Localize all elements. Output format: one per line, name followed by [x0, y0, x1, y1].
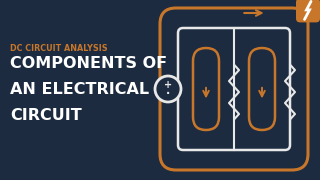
- FancyBboxPatch shape: [296, 0, 320, 22]
- FancyBboxPatch shape: [178, 28, 290, 150]
- Circle shape: [155, 76, 181, 102]
- Text: +: +: [164, 80, 172, 90]
- Text: COMPONENTS OF: COMPONENTS OF: [10, 56, 167, 71]
- Text: CIRCUIT: CIRCUIT: [10, 108, 82, 123]
- Text: ·: ·: [165, 84, 171, 104]
- Text: DC CIRCUIT ANALYSIS: DC CIRCUIT ANALYSIS: [10, 44, 108, 53]
- Text: AN ELECTRICAL: AN ELECTRICAL: [10, 82, 149, 97]
